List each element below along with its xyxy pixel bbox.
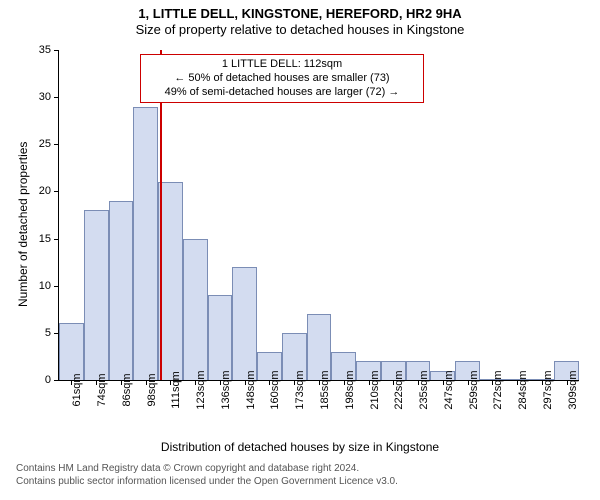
y-tick-mark <box>54 97 59 98</box>
x-tick-label: 160sqm <box>269 370 281 409</box>
x-tick-label: 198sqm <box>344 370 356 409</box>
annotation-line: 49% of semi-detached houses are larger (… <box>147 86 417 100</box>
x-tick-label: 259sqm <box>468 370 480 409</box>
x-tick-label: 173sqm <box>294 370 306 409</box>
bar <box>109 201 134 380</box>
y-tick-mark <box>54 191 59 192</box>
y-tick-label: 5 <box>45 327 51 339</box>
x-tick-label: 123sqm <box>195 370 207 409</box>
x-tick-label: 86sqm <box>121 373 133 406</box>
y-tick-mark <box>54 144 59 145</box>
x-tick-label: 136sqm <box>220 370 232 409</box>
bar <box>59 323 84 380</box>
footer-line-2: Contains public sector information licen… <box>16 475 398 488</box>
bar <box>133 107 158 380</box>
y-tick-label: 10 <box>39 280 51 292</box>
annotation-box: 1 LITTLE DELL: 112sqm← 50% of detached h… <box>140 54 424 103</box>
y-tick-mark <box>54 239 59 240</box>
bar <box>183 239 208 380</box>
x-axis-label-visible: Distribution of detached houses by size … <box>0 440 600 454</box>
y-tick-label: 0 <box>45 374 51 386</box>
chart-container: 1, LITTLE DELL, KINGSTONE, HEREFORD, HR2… <box>0 0 600 500</box>
y-tick-label: 35 <box>39 44 51 56</box>
y-tick-mark <box>54 50 59 51</box>
x-tick-label: 272sqm <box>492 370 504 409</box>
x-tick-label: 148sqm <box>245 370 257 409</box>
y-tick-mark <box>54 380 59 381</box>
y-tick-label: 15 <box>39 233 51 245</box>
title-main: 1, LITTLE DELL, KINGSTONE, HEREFORD, HR2… <box>0 6 600 21</box>
x-tick-label: 222sqm <box>393 370 405 409</box>
title-sub: Size of property relative to detached ho… <box>0 22 600 37</box>
y-axis-label: Number of detached properties <box>16 142 30 307</box>
y-tick-mark <box>54 286 59 287</box>
y-tick-label: 30 <box>39 91 51 103</box>
x-tick-label: 247sqm <box>443 370 455 409</box>
bar <box>208 295 233 380</box>
y-tick-label: 20 <box>39 185 51 197</box>
x-tick-label: 297sqm <box>542 370 554 409</box>
x-tick-label: 98sqm <box>146 373 158 406</box>
footer-line-1: Contains HM Land Registry data © Crown c… <box>16 462 398 475</box>
annotation-line: ← 50% of detached houses are smaller (73… <box>147 72 417 86</box>
y-tick-label: 25 <box>39 138 51 150</box>
x-tick-label: 111sqm <box>170 371 182 409</box>
x-tick-label: 210sqm <box>369 370 381 409</box>
x-tick-label: 74sqm <box>96 373 108 406</box>
bar <box>84 210 109 380</box>
x-tick-label: 61sqm <box>71 373 83 406</box>
x-tick-label: 235sqm <box>418 370 430 409</box>
annotation-line: 1 LITTLE DELL: 112sqm <box>147 58 417 72</box>
footer: Contains HM Land Registry data © Crown c… <box>16 462 398 488</box>
x-tick-label: 309sqm <box>567 370 579 409</box>
bar <box>232 267 257 380</box>
x-tick-label: 185sqm <box>319 370 331 409</box>
x-tick-label: 284sqm <box>517 370 529 409</box>
